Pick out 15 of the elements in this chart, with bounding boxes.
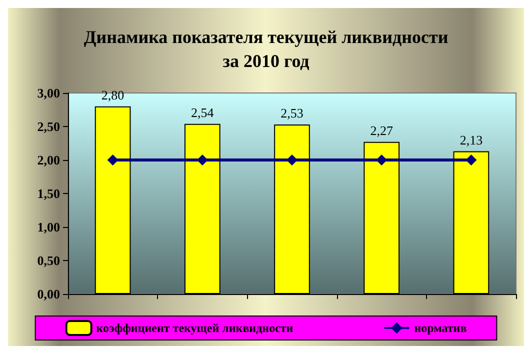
y-tick-label: 2,50 — [37, 119, 60, 134]
data-label: 2,80 — [101, 87, 124, 102]
data-label: 2,53 — [280, 105, 304, 120]
data-label: 2,54 — [191, 104, 214, 120]
legend-label: норматив — [414, 321, 468, 335]
chart-title: Динамика показателя текущей ликвидности за 2010 год — [84, 27, 448, 71]
y-tick-label: 2,00 — [37, 152, 60, 168]
y-tick-label: 1,50 — [37, 186, 60, 201]
y-tick-label: 1,00 — [37, 220, 60, 234]
y-tick-label: 0,50 — [37, 253, 60, 268]
y-tick-label: 3,00 — [37, 86, 60, 100]
y-tick-label: 0,00 — [37, 286, 60, 302]
data-label: 2,27 — [370, 122, 394, 138]
data-label: 2,13 — [460, 132, 483, 148]
legend-label: коэффициент текущей ликвидности — [96, 321, 294, 335]
